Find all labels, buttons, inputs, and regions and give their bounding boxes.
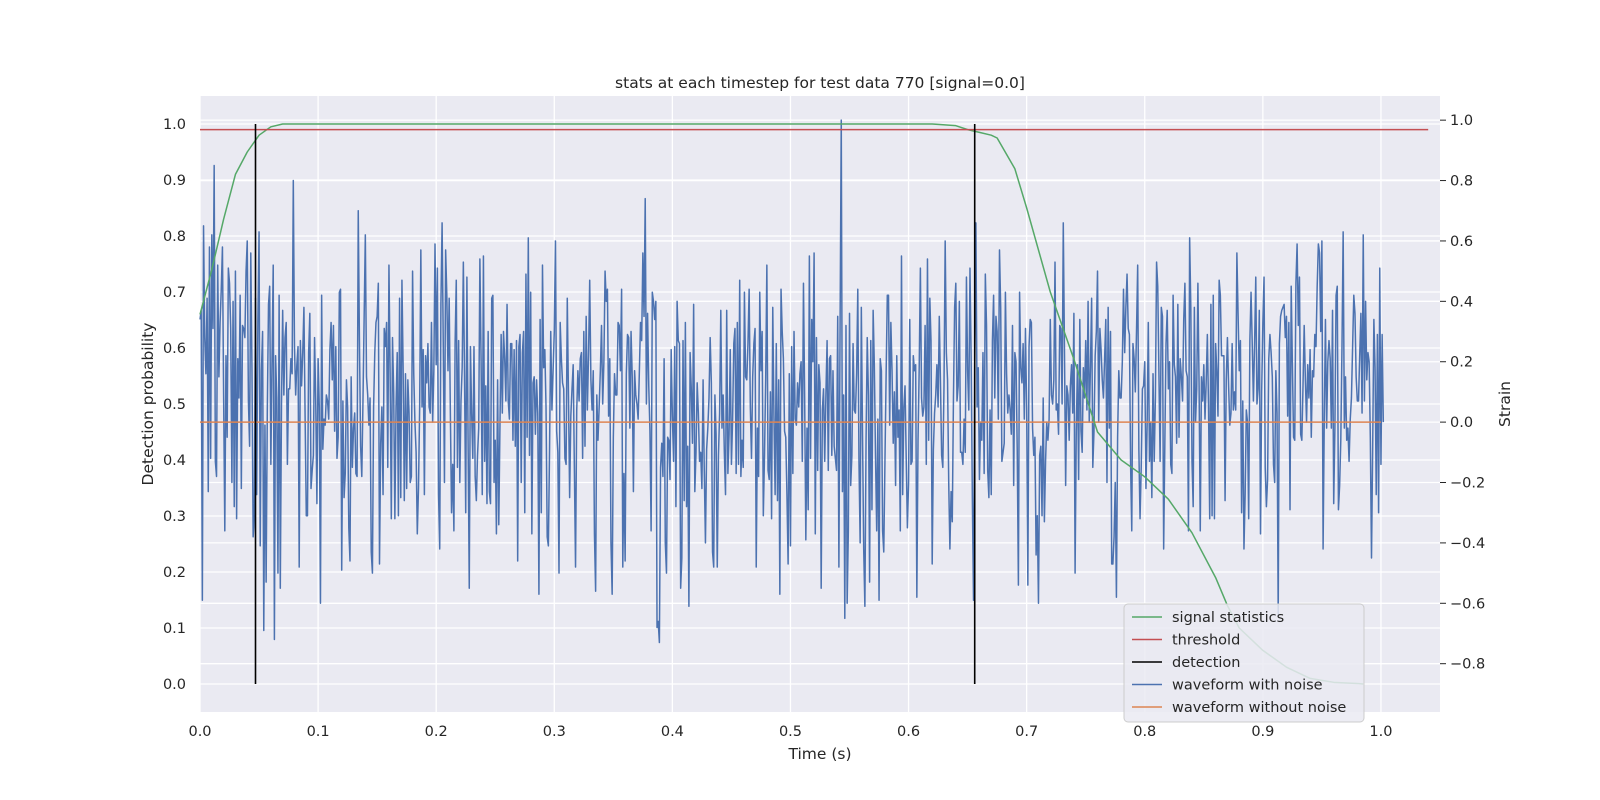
x-tick-label: 0.6 bbox=[897, 724, 920, 740]
legend-label: detection bbox=[1172, 655, 1240, 671]
left-y-tick-label: 1.0 bbox=[163, 117, 186, 133]
x-tick-label: 0.4 bbox=[661, 724, 684, 740]
right-y-tick-label: −0.4 bbox=[1450, 536, 1485, 552]
right-y-tick-label: 0.6 bbox=[1450, 234, 1473, 250]
x-tick-label: 0.7 bbox=[1015, 724, 1038, 740]
right-y-tick-label: 0.2 bbox=[1450, 355, 1473, 371]
left-y-tick-label: 0.1 bbox=[163, 621, 186, 637]
legend-label: waveform without noise bbox=[1172, 700, 1346, 716]
right-y-tick-label: −0.8 bbox=[1450, 657, 1485, 673]
right-y-axis-ticks: −0.8 −0.6 −0.4 −0.2 0.0 0.2 0.4 0.6 0.8 1.0 bbox=[1440, 113, 1485, 673]
left-y-tick-label: 0.9 bbox=[163, 173, 186, 189]
right-y-tick-label: 0.8 bbox=[1450, 174, 1473, 190]
right-y-tick-label: −0.6 bbox=[1450, 596, 1485, 612]
legend-box bbox=[1123, 603, 1365, 723]
left-y-tick-label: 0.2 bbox=[163, 565, 186, 581]
left-y-tick-label: 0.7 bbox=[163, 285, 186, 301]
chart-title: stats at each timestep for test data 770… bbox=[615, 74, 1025, 92]
x-tick-label: 0.0 bbox=[188, 724, 211, 740]
series-waveform-with-noise bbox=[199, 119, 1385, 644]
x-axis-label: Time (s) bbox=[787, 745, 851, 763]
x-tick-label: 0.9 bbox=[1251, 724, 1274, 740]
x-tick-label: 0.8 bbox=[1133, 724, 1156, 740]
left-y-tick-label: 0.4 bbox=[163, 453, 186, 469]
left-y-axis-ticks: 0.0 0.1 0.2 0.3 0.4 0.5 0.6 0.7 0.8 0.9 1.0 bbox=[163, 117, 186, 693]
legend-label: threshold bbox=[1172, 633, 1240, 649]
x-tick-label: 0.1 bbox=[307, 724, 330, 740]
left-y-tick-label: 0.5 bbox=[163, 397, 186, 413]
x-tick-label: 0.3 bbox=[543, 724, 566, 740]
legend-label: waveform with noise bbox=[1172, 678, 1323, 694]
x-tick-label: 0.2 bbox=[425, 724, 448, 740]
left-y-tick-label: 0.8 bbox=[163, 229, 186, 245]
left-y-tick-label: 0.3 bbox=[163, 509, 186, 525]
x-axis-ticks: 0.0 0.1 0.2 0.3 0.4 0.5 0.6 0.7 0.8 0.9 1.0 bbox=[188, 724, 1392, 740]
left-y-tick-label: 0.0 bbox=[163, 677, 186, 693]
left-y-axis-label: Detection probability bbox=[139, 323, 157, 486]
right-y-tick-label: 0.4 bbox=[1450, 294, 1473, 310]
right-y-axis-label: Strain bbox=[1496, 381, 1514, 427]
right-y-tick-label: 1.0 bbox=[1450, 113, 1473, 129]
x-tick-label: 0.5 bbox=[779, 724, 802, 740]
right-y-tick-label: 0.0 bbox=[1450, 415, 1473, 431]
x-tick-label: 1.0 bbox=[1369, 724, 1392, 740]
legend-label: signal statistics bbox=[1172, 610, 1284, 626]
legend: signal statistics threshold detection wavef… bbox=[1123, 603, 1365, 723]
right-y-tick-label: −0.2 bbox=[1450, 476, 1485, 492]
left-y-tick-label: 0.6 bbox=[163, 341, 186, 357]
